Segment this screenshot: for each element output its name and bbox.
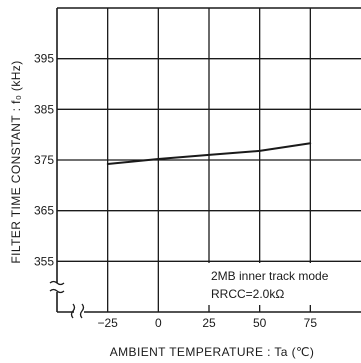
x-break-mark-right xyxy=(79,303,85,319)
y-tick-label: 355 xyxy=(34,254,54,268)
axis-break xyxy=(49,280,85,319)
annotation-box xyxy=(208,263,361,305)
series-group xyxy=(106,142,312,166)
data-point xyxy=(157,158,160,160)
y-tick-labels: 355 365 375 385 395 xyxy=(34,52,54,269)
x-tick-label: 25 xyxy=(202,316,216,330)
x-tick-labels: −25 0 25 50 75 xyxy=(97,316,317,330)
data-point xyxy=(208,154,210,156)
x-tick-label: 50 xyxy=(253,316,267,330)
data-point xyxy=(309,142,312,145)
x-axis-title: AMBIENT TEMPERATURE : Ta (℃) xyxy=(110,345,314,359)
x-tick-label: 75 xyxy=(304,316,318,330)
annotation-resistance: RRCC=2.0kΩ xyxy=(211,287,284,301)
y-tick-label: 385 xyxy=(34,102,54,116)
annotation-mode: 2MB inner track mode xyxy=(211,269,329,283)
y-tick-label: 395 xyxy=(34,52,54,66)
x-break-mark-left xyxy=(70,303,76,319)
y-break-mark-lower xyxy=(49,288,65,294)
data-point xyxy=(106,163,109,165)
y-tick-label: 375 xyxy=(34,153,54,167)
y-tick-label: 365 xyxy=(34,204,54,218)
y-break-mark-upper xyxy=(49,280,65,286)
x-tick-label: 0 xyxy=(155,316,162,330)
data-point xyxy=(258,149,261,152)
plot-frame xyxy=(56,7,361,313)
grid xyxy=(57,8,361,312)
x-tick-label: −25 xyxy=(97,316,118,330)
y-axis-title: FILTER TIME CONSTANT : f₀ (kHz) xyxy=(9,60,23,263)
